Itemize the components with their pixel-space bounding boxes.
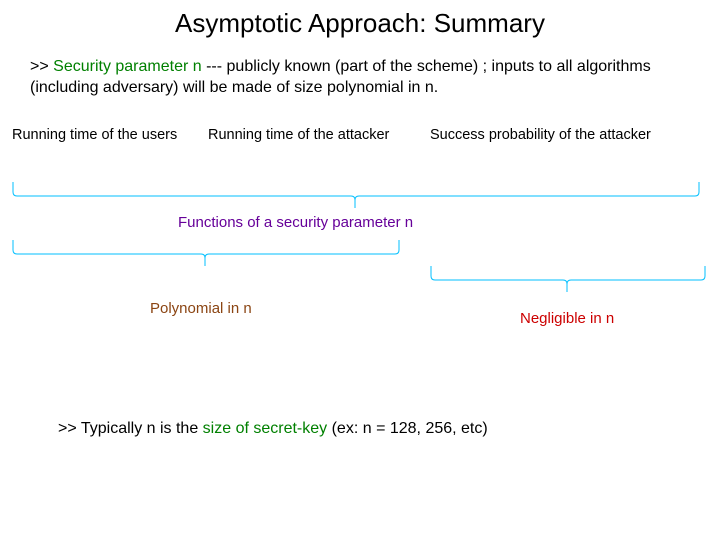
item-attacker-time: Running time of the attacker <box>208 127 389 143</box>
bracket-top-all <box>12 182 702 212</box>
paragraph-1: >> Security parameter n --- publicly kno… <box>0 39 720 99</box>
item-attacker-success: Success probability of the attacker <box>430 127 651 143</box>
item-users-time: Running time of the users <box>12 127 177 143</box>
para2-rest: (ex: n = 128, 256, etc) <box>327 420 488 437</box>
caption-functions: Functions of a security parameter n <box>178 214 413 231</box>
para1-lead: >> <box>30 58 53 75</box>
bracket-right-single <box>430 266 708 296</box>
paragraph-2: >> Typically n is the size of secret-key… <box>58 420 488 438</box>
para2-lead: >> Typically n is the <box>58 420 203 437</box>
caption-negligible: Negligible in n <box>520 310 614 327</box>
bracket-left-pair <box>12 240 402 270</box>
para2-key: size of secret-key <box>203 420 327 437</box>
caption-polynomial: Polynomial in n <box>150 300 252 317</box>
items-row: Running time of the users Running time o… <box>0 127 720 151</box>
para1-security-param: Security parameter n <box>53 58 202 75</box>
slide-title: Asymptotic Approach: Summary <box>0 0 720 39</box>
